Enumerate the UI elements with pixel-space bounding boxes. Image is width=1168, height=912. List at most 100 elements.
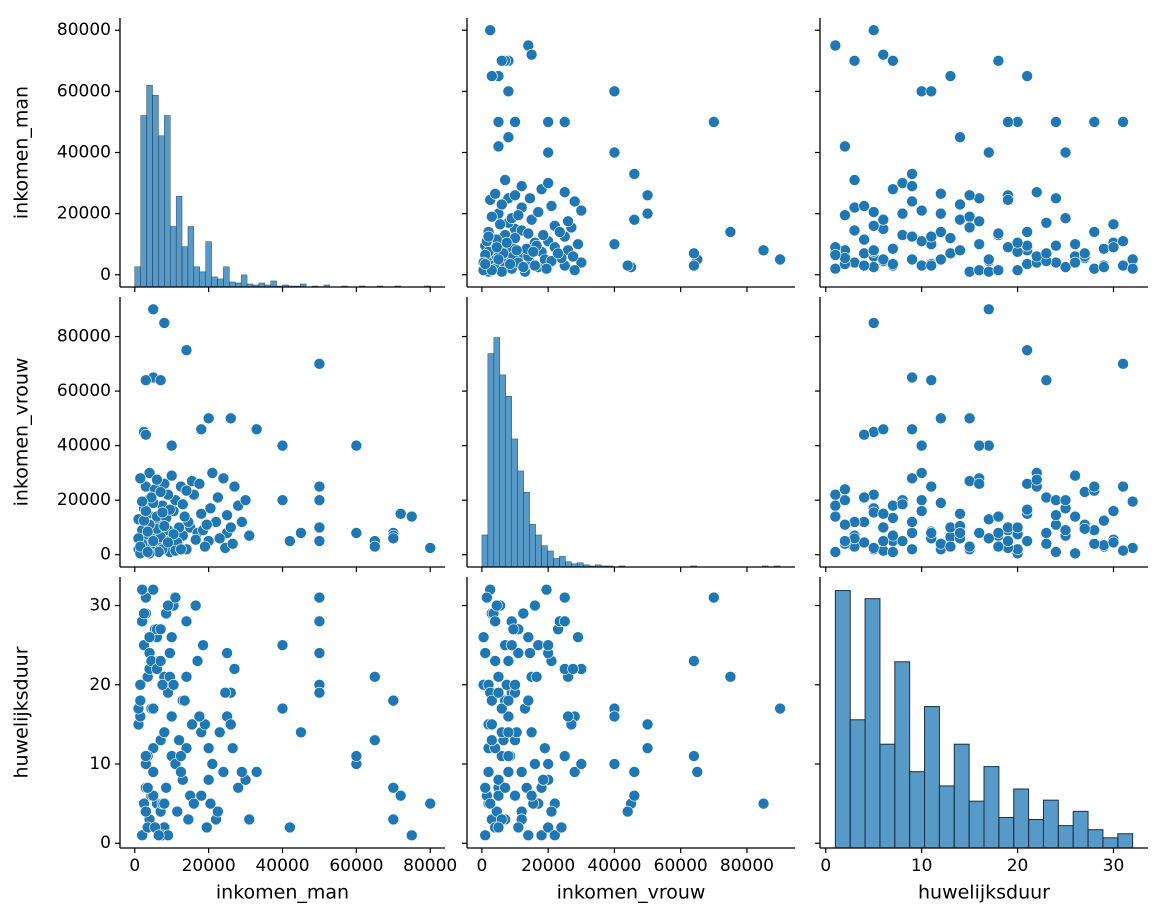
scatter-point [558,750,571,762]
y-tick-label: 30 [89,596,111,616]
scatter-point [164,647,176,659]
scatter-point [1069,547,1081,560]
scatter-point [982,265,995,278]
y-tick-label: 10 [89,754,111,774]
scatter-point [877,508,890,520]
scatter-point [495,265,508,278]
scatter-point [136,495,148,508]
scatter-point [1040,527,1053,539]
scatter-point [224,521,237,534]
y-tick-label: 40000 [57,436,111,456]
hist-bar [270,280,277,288]
y-tick-label: 60000 [57,381,111,401]
scatter-point [575,204,588,217]
scatter-point [572,238,584,251]
scatter-point [499,174,511,186]
scatter-point [492,774,505,786]
scatter-point [522,829,535,842]
scatter-point [1069,238,1081,251]
scatter-point [202,412,215,425]
scatter-point [555,821,568,834]
scatter-point [1078,247,1091,260]
scatter-point [176,498,189,511]
scatter-point [394,508,407,520]
scatter-point [925,374,938,386]
y-tick-label: 0 [100,545,111,565]
scatter-point [558,116,571,128]
hist-bar [493,337,501,568]
scatter-point [491,241,503,254]
scatter-point [542,116,554,128]
scatter-point [839,518,851,531]
scatter-point [688,259,700,272]
y-tick-label: 80000 [57,20,111,40]
scatter-point [221,509,233,521]
scatter-point [405,510,418,523]
scatter-point [829,488,842,501]
scatter-point [867,244,880,257]
scatter-point [839,535,851,547]
scatter-point [495,702,508,715]
hist-bar [152,95,159,288]
scatter-point [877,48,890,61]
scatter-point [369,540,381,553]
scatter-point [134,694,147,707]
x-axis-label: inkomen_vrouw [557,882,706,904]
x-tick-label: 40000 [587,856,641,876]
scatter-point [542,177,554,189]
scatter-point [982,146,995,159]
scatter-point [887,499,899,512]
hist-bar [924,706,940,849]
scatter-point [486,70,498,82]
scatter-point [189,599,202,612]
scatter-point [226,538,239,550]
hist-bar [559,556,566,568]
hist-bar [541,545,548,568]
scatter-point [982,532,995,545]
scatter-point [500,236,513,249]
scatter-point [992,527,1005,539]
scatter-point [568,195,581,208]
scatter-point [492,140,505,153]
y-tick-label: 0 [100,265,111,285]
scatter-point [243,813,256,826]
x-tick-label: 0 [820,856,831,876]
scatter-point [935,187,947,200]
scatter-point [935,207,947,220]
scatter-point [1021,503,1033,516]
scatter-point [224,412,237,425]
scatter-point [202,774,215,786]
scatter-point [188,797,200,810]
scatter-point [387,532,400,545]
scatter-point [138,514,150,527]
scatter-point [1117,544,1129,557]
scatter-point [525,48,538,61]
scatter-point [562,710,574,723]
scatter-point [992,510,1005,523]
scatter-point [906,472,918,485]
scatter-point [944,540,957,553]
scatter-point [1088,226,1101,238]
scatter-point [138,607,150,620]
scatter-point [1030,186,1043,199]
scatter-point [505,639,518,651]
hist-bar [968,800,985,849]
scatter-point [896,229,909,241]
scatter-point [512,821,525,834]
scatter-point [200,518,213,531]
scatter-point [915,467,928,479]
scatter-point [608,85,621,98]
scatter-point [944,521,957,534]
scatter-point [982,513,995,526]
scatter-point [213,726,226,739]
scatter-point [180,484,193,497]
scatter-point [848,532,861,545]
scatter-point [982,253,995,266]
scatter-point [484,797,496,810]
x-tick-label: 60000 [654,856,708,876]
scatter-point [906,423,918,436]
scatter-point [887,258,899,270]
scatter-point [512,209,525,221]
scatter-point [492,821,505,834]
